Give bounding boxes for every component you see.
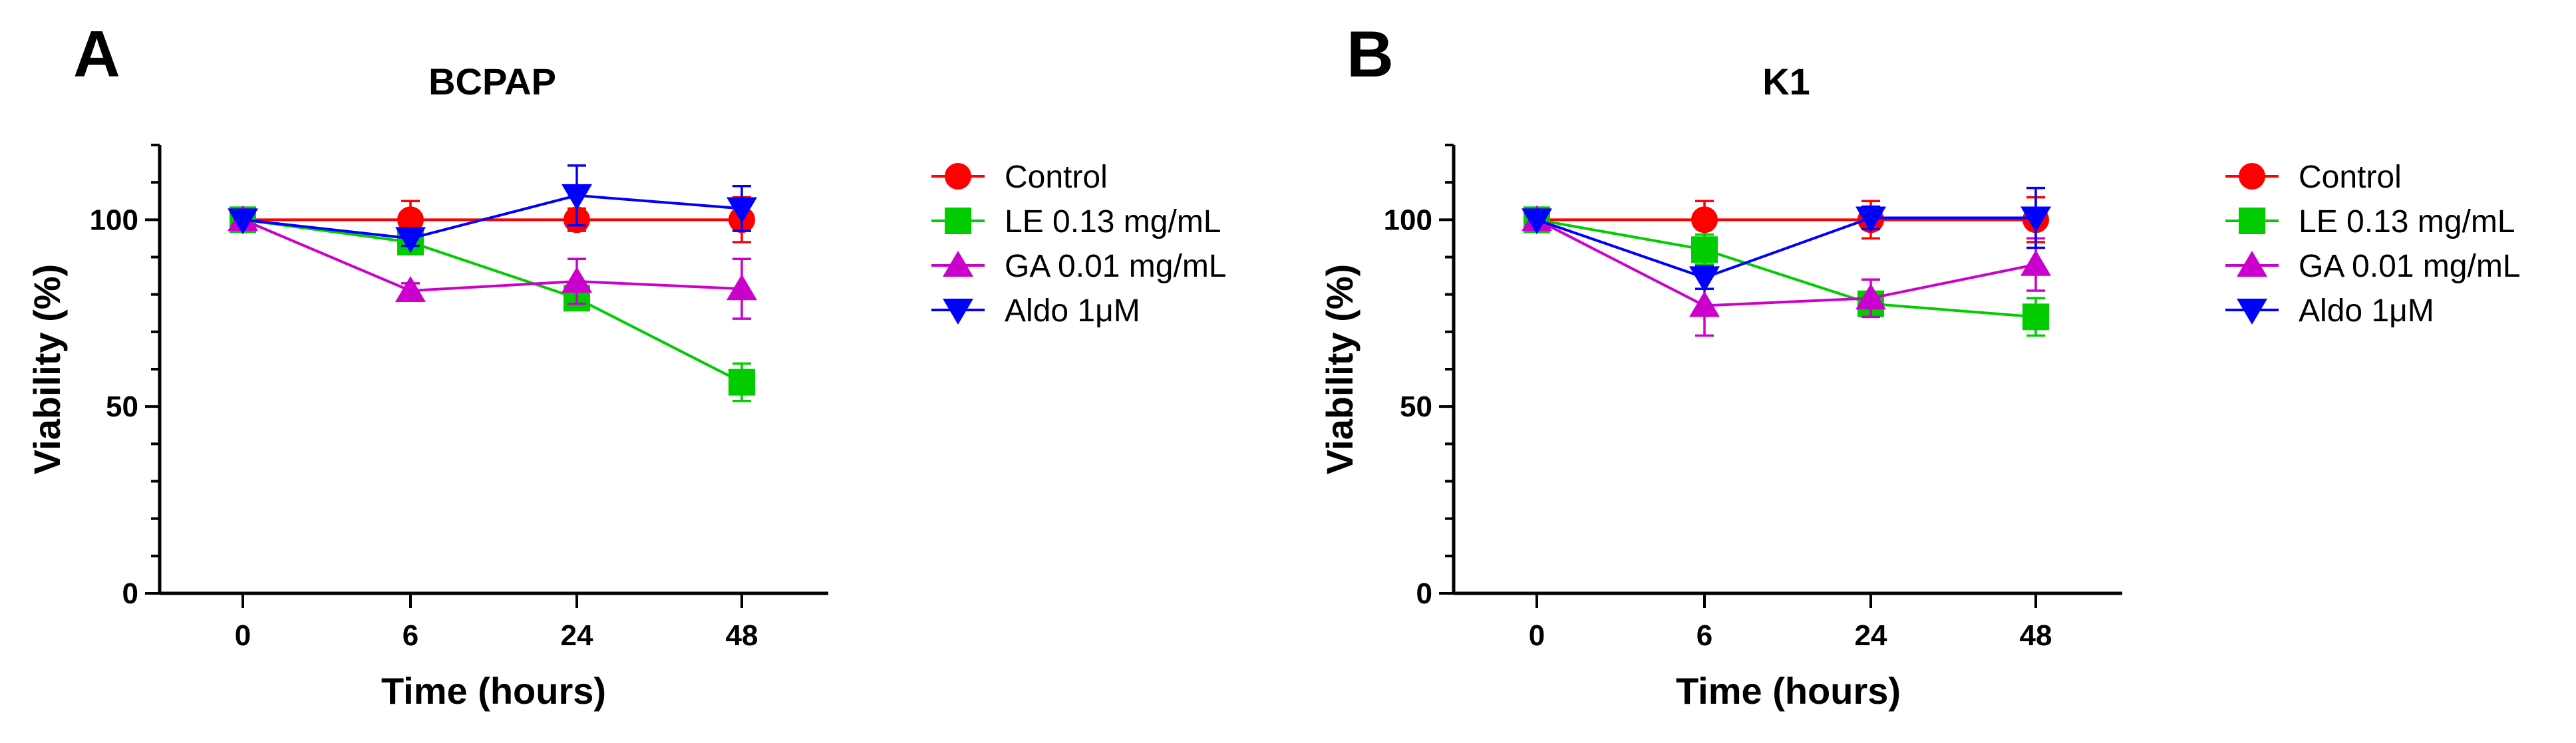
data-point xyxy=(1855,283,1886,310)
legend: Control LE 0.13 mg/mL GA 0.01 mg/mL Aldo 1μ… xyxy=(2225,160,2521,329)
data-point xyxy=(728,369,755,396)
x-tick-label: 0 xyxy=(1529,619,1545,652)
series-line xyxy=(1536,218,2036,319)
legend-label: GA 0.01 mg/mL xyxy=(1005,249,1227,284)
series-line xyxy=(242,218,742,293)
y-tick-label: 0 xyxy=(122,577,138,610)
axes: 0 50 100 0 6 24 48 xyxy=(90,144,828,652)
plot-area xyxy=(228,164,757,402)
data-point xyxy=(2020,249,2051,276)
y-axis-title: Viability (%) xyxy=(26,264,68,474)
y-tick-label: 50 xyxy=(1400,390,1432,423)
data-point xyxy=(1522,208,1552,235)
chart-title-k1: K1 xyxy=(1762,61,1810,102)
data-point xyxy=(1691,236,1718,263)
series-aldo-1um xyxy=(1522,186,2051,293)
plot-area xyxy=(1522,186,2051,337)
legend-label: LE 0.13 mg/mL xyxy=(1005,204,1221,239)
legend-marker xyxy=(943,251,973,277)
x-axis-title: Time (hours) xyxy=(381,670,606,712)
data-point xyxy=(1855,206,1886,233)
series-ga-0-01-mg-ml xyxy=(228,205,757,320)
data-point xyxy=(2020,206,2051,233)
x-tick-label: 24 xyxy=(561,619,593,652)
panel-letter-a: A xyxy=(73,17,120,90)
series-le-0-13-mg-ml xyxy=(1524,206,2049,337)
data-point xyxy=(395,276,426,303)
legend: Control LE 0.13 mg/mL GA 0.01 mg/mL Aldo 1μ… xyxy=(931,160,1227,329)
y-tick-label: 0 xyxy=(1416,577,1432,610)
legend-label: Control xyxy=(1005,160,1108,195)
series-aldo-1um xyxy=(228,164,757,253)
data-point xyxy=(562,184,592,210)
data-point xyxy=(228,208,258,235)
legend-label: LE 0.13 mg/mL xyxy=(2299,204,2515,239)
data-point xyxy=(1689,291,1720,317)
x-tick-label: 48 xyxy=(726,619,758,652)
legend-marker xyxy=(2239,163,2265,190)
data-point xyxy=(1691,206,1718,233)
legend-marker xyxy=(2239,208,2265,234)
legend-label: GA 0.01 mg/mL xyxy=(2299,249,2521,284)
x-tick-label: 0 xyxy=(235,619,251,652)
y-tick-label: 50 xyxy=(106,390,138,423)
legend-label: Aldo 1μM xyxy=(1005,293,1140,329)
legend-marker xyxy=(943,299,973,325)
legend-item-le-0-13-mg-ml: LE 0.13 mg/mL xyxy=(931,204,1221,239)
data-point xyxy=(1689,266,1720,293)
data-point xyxy=(726,274,757,301)
legend-item-ga-0-01-mg-ml: GA 0.01 mg/mL xyxy=(2225,249,2521,284)
legend-label: Control xyxy=(2299,160,2402,195)
series-line xyxy=(242,218,742,384)
panel-a: A BCPAP Time (hours) Viability (%) 0 50 10… xyxy=(26,17,1227,712)
y-tick-label: 100 xyxy=(1384,204,1432,236)
data-point xyxy=(395,227,426,253)
series-line xyxy=(1536,216,2036,279)
legend-item-le-0-13-mg-ml: LE 0.13 mg/mL xyxy=(2225,204,2515,239)
legend-marker xyxy=(945,163,971,190)
legend-item-aldo-1um: Aldo 1μM xyxy=(2225,293,2434,329)
data-point xyxy=(562,267,592,293)
data-point xyxy=(397,206,424,233)
legend-item-aldo-1um: Aldo 1μM xyxy=(931,293,1140,329)
data-point xyxy=(2022,303,2049,331)
legend-item-ga-0-01-mg-ml: GA 0.01 mg/mL xyxy=(931,249,1227,284)
legend-marker xyxy=(945,208,971,234)
legend-marker xyxy=(2237,251,2267,277)
x-tick-label: 6 xyxy=(1696,619,1712,652)
series-le-0-13-mg-ml xyxy=(230,206,755,402)
series-line xyxy=(242,194,742,240)
data-point xyxy=(726,197,757,223)
panel-letter-b: B xyxy=(1347,17,1394,90)
axes: 0 50 100 0 6 24 48 xyxy=(1384,144,2122,652)
legend-item-control: Control xyxy=(931,160,1108,195)
legend-item-control: Control xyxy=(2225,160,2402,195)
y-tick-label: 100 xyxy=(90,204,138,236)
series-ga-0-01-mg-ml xyxy=(1522,205,2051,337)
x-axis-title: Time (hours) xyxy=(1676,670,1901,712)
series-control xyxy=(1524,196,2049,243)
panel-b: B K1 Time (hours) Viability (%) 0 50 100 0 6… xyxy=(1319,17,2521,712)
legend-marker xyxy=(2237,299,2267,325)
y-axis-title: Viability (%) xyxy=(1319,264,1361,474)
legend-label: Aldo 1μM xyxy=(2299,293,2434,329)
x-tick-label: 24 xyxy=(1855,619,1887,652)
x-tick-label: 48 xyxy=(2020,619,2052,652)
chart-title-bcpap: BCPAP xyxy=(428,61,556,102)
series-line xyxy=(1536,218,2036,307)
x-tick-label: 6 xyxy=(402,619,418,652)
